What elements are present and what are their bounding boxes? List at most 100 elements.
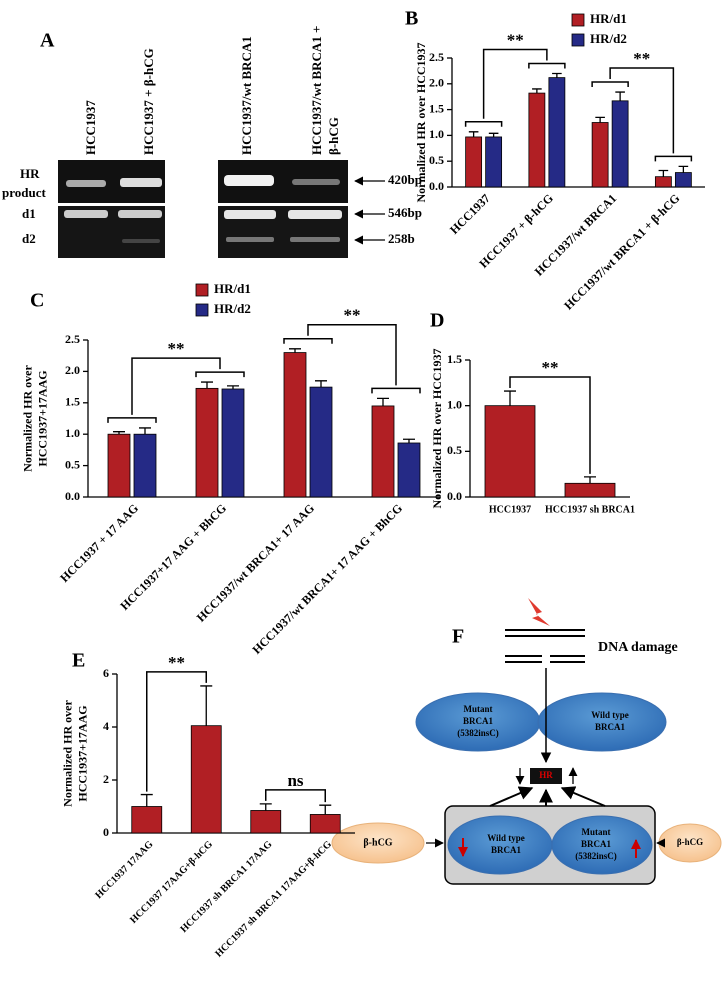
protein-label: BRCA1 — [463, 716, 494, 726]
error-bar — [201, 381, 213, 389]
protein — [537, 692, 667, 752]
lane-label: HCC1937/wt BRCA1 — [239, 36, 254, 155]
error-bar — [140, 793, 153, 807]
gel-band — [288, 210, 342, 219]
row-label: HR — [20, 166, 40, 181]
error-bar — [319, 804, 332, 815]
protein-label: (5382insC) — [457, 728, 499, 738]
arrow — [489, 786, 534, 807]
hormone-label: β-hCG — [677, 837, 703, 847]
bar — [309, 814, 341, 834]
error-bar — [504, 390, 516, 406]
group-bracket — [283, 338, 333, 344]
panel-label: B — [405, 8, 418, 30]
bar — [674, 172, 692, 188]
band-label: 420bp — [388, 172, 422, 187]
error-bar — [200, 685, 213, 726]
bar — [250, 810, 282, 834]
gel-band — [118, 210, 162, 218]
y-axis-label: Normalized HR over HCC1937 — [414, 42, 428, 202]
significance-label: ** — [542, 358, 559, 377]
y-tick-label: 1.5 — [65, 395, 80, 409]
y-tick-label: 1.5 — [429, 101, 444, 115]
significance-bracket — [265, 789, 326, 803]
hr-label: HR — [539, 770, 553, 780]
error-bar — [403, 438, 415, 443]
protein-label: Mutant — [582, 827, 611, 837]
group-bracket — [464, 121, 503, 127]
gel-band — [290, 237, 340, 242]
legend-swatch — [571, 33, 585, 47]
protein-label: Mutant — [464, 704, 493, 714]
damage-label: DNA damage — [598, 640, 678, 655]
y-tick-label: 1.0 — [65, 426, 80, 440]
significance-bracket — [307, 324, 397, 386]
arrow — [560, 786, 606, 807]
protein-label: BRCA1 — [491, 845, 522, 855]
row-label: d1 — [22, 206, 36, 221]
significance-bracket — [482, 48, 548, 119]
error-bar — [289, 348, 301, 353]
bar — [131, 806, 163, 834]
error-bar — [259, 803, 272, 811]
y-tick-label: 2.0 — [65, 363, 80, 377]
bar — [397, 442, 421, 498]
error-bar — [113, 431, 125, 435]
legend-swatch — [195, 283, 209, 297]
bar — [484, 405, 536, 498]
lane-label: β-hCG — [326, 117, 341, 155]
group-bracket — [528, 62, 566, 69]
protein — [551, 815, 653, 875]
error-bar — [227, 385, 239, 389]
bar — [107, 433, 131, 498]
gel-panel: A HCC1937 HCC1937 + β-hCG HCC1937/wt BRC… — [2, 26, 422, 258]
bar — [611, 100, 629, 188]
group-bracket — [107, 417, 157, 423]
error-bar — [552, 72, 562, 78]
y-axis-label: HCC1937+17AAG — [75, 705, 89, 801]
bar — [195, 387, 219, 498]
protein-label: Wild type — [591, 710, 629, 720]
significance-bracket — [609, 67, 675, 154]
panel-label: C — [30, 290, 44, 312]
y-tick-label: 1.0 — [447, 397, 462, 411]
significance-label: ** — [168, 339, 185, 358]
gel-band — [292, 179, 340, 185]
band-label: 258b — [388, 231, 415, 246]
significance-label: ** — [507, 30, 524, 49]
panel-label: F — [452, 626, 464, 648]
error-bar — [488, 132, 499, 137]
significance-label: ** — [168, 653, 185, 672]
lane-label: HCC1937 + β-hCG — [141, 48, 156, 155]
significance-label: ** — [633, 49, 650, 68]
x-tick-label: HCC1937 — [489, 504, 531, 515]
group-bracket — [654, 155, 693, 162]
bar — [465, 136, 483, 188]
bar — [190, 725, 222, 834]
gel-band — [64, 210, 108, 218]
x-tick-label: HCC1937 — [447, 191, 493, 237]
legend-swatch — [571, 13, 585, 27]
error-bar — [658, 169, 669, 177]
x-tick-label: HCC1937/wt BRCA1 + β-hCG — [561, 191, 682, 312]
error-bar — [595, 116, 605, 123]
y-tick-label: 4 — [103, 719, 109, 733]
significance-bracket — [146, 671, 207, 792]
bar — [591, 122, 609, 188]
row-label: product — [2, 185, 46, 200]
bar — [309, 386, 333, 498]
gel-band — [226, 237, 274, 242]
panel-label: A — [40, 30, 55, 52]
bar — [371, 405, 395, 498]
legend-swatch — [195, 303, 209, 317]
y-tick-label: 6 — [103, 666, 109, 680]
y-tick-label: 0 — [103, 825, 109, 839]
lane-label: HCC1937 — [83, 100, 98, 155]
legend-label: HR/d2 — [590, 31, 627, 46]
bar — [528, 92, 546, 188]
y-tick-label: 0.5 — [429, 153, 444, 167]
bar — [654, 176, 672, 188]
error-bar — [532, 88, 542, 94]
error-bar — [377, 397, 389, 406]
